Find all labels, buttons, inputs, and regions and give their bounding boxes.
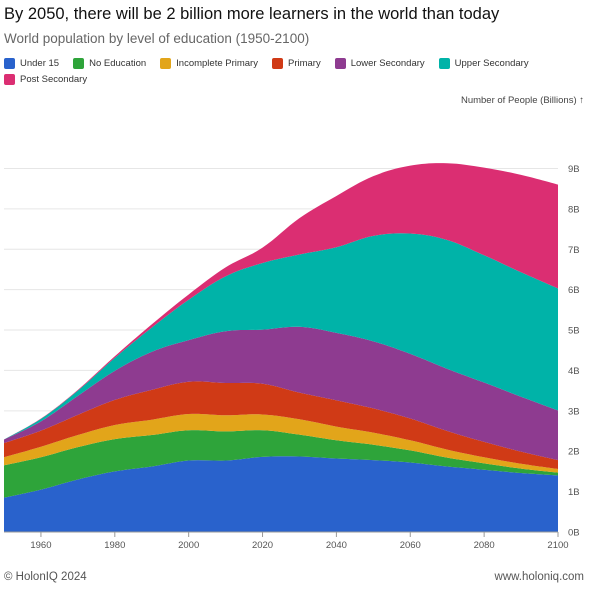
x-tick-label: 2080 — [474, 540, 495, 551]
y-tick-label: 6B — [568, 285, 580, 296]
x-tick-label: 2040 — [326, 540, 347, 551]
chart-subtitle: World population by level of education (… — [4, 31, 310, 46]
legend-swatch — [4, 58, 15, 69]
x-tick-label: 2000 — [178, 540, 199, 551]
area-no-education — [4, 430, 558, 498]
legend-label: No Education — [89, 58, 147, 69]
legend-item[interactable]: Primary — [271, 57, 321, 70]
x-tick-label: 2060 — [400, 540, 421, 551]
y-tick-label: 5B — [568, 326, 580, 337]
area-upper-secondary — [4, 233, 558, 440]
legend-label: Lower Secondary — [350, 58, 425, 69]
area-post-secondary — [4, 163, 558, 440]
y-tick-label: 9B — [568, 164, 580, 175]
legend-label: Primary — [287, 58, 321, 69]
legend-item[interactable]: Incomplete Primary — [160, 57, 258, 70]
x-tick-label: 1980 — [104, 540, 125, 551]
y-tick-label: 0B — [568, 528, 580, 539]
legend-label: Under 15 — [20, 58, 60, 69]
legend-label: Incomplete Primary — [176, 58, 258, 69]
y-tick-label: 7B — [568, 245, 580, 256]
area-under-15 — [4, 456, 558, 532]
legend-swatch — [160, 58, 172, 69]
area-primary — [4, 381, 558, 469]
y-axis-title: Number of People (Billions) ↑ — [460, 95, 584, 106]
legend-item[interactable]: Upper Secondary — [438, 57, 529, 70]
legend-swatch — [73, 58, 85, 69]
x-tick-label: 2020 — [252, 540, 273, 551]
copyright-text: © HolonIQ 2024 — [4, 571, 87, 583]
legend-label: Post Secondary — [20, 74, 88, 85]
y-tick-label: 2B — [568, 447, 580, 458]
area-lower-secondary — [4, 326, 558, 461]
legend-swatch — [4, 74, 15, 85]
area-incomplete-primary — [4, 413, 558, 473]
x-tick-label: 1960 — [30, 540, 51, 551]
chart-legend: Under 15 No Education Incomplete Primary Pr… — [4, 57, 574, 86]
legend-item[interactable]: Under 15 — [4, 57, 59, 70]
legend-item[interactable]: Lower Secondary — [334, 57, 425, 70]
legend-item[interactable]: No Education — [73, 57, 146, 70]
y-tick-label: 3B — [568, 406, 580, 417]
y-tick-label: 4B — [568, 366, 580, 377]
legend-swatch — [271, 58, 283, 69]
legend-swatch — [334, 58, 346, 69]
legend-item[interactable]: Post Secondary — [4, 73, 87, 86]
legend-swatch — [438, 58, 450, 69]
website-link[interactable]: www.holoniq.com — [494, 571, 584, 583]
x-tick-label: 2100 — [547, 540, 568, 551]
legend-label: Upper Secondary — [454, 58, 529, 69]
y-tick-label: 1B — [568, 487, 580, 498]
chart-title: By 2050, there will be 2 billion more le… — [4, 5, 500, 23]
y-tick-label: 8B — [568, 204, 580, 215]
